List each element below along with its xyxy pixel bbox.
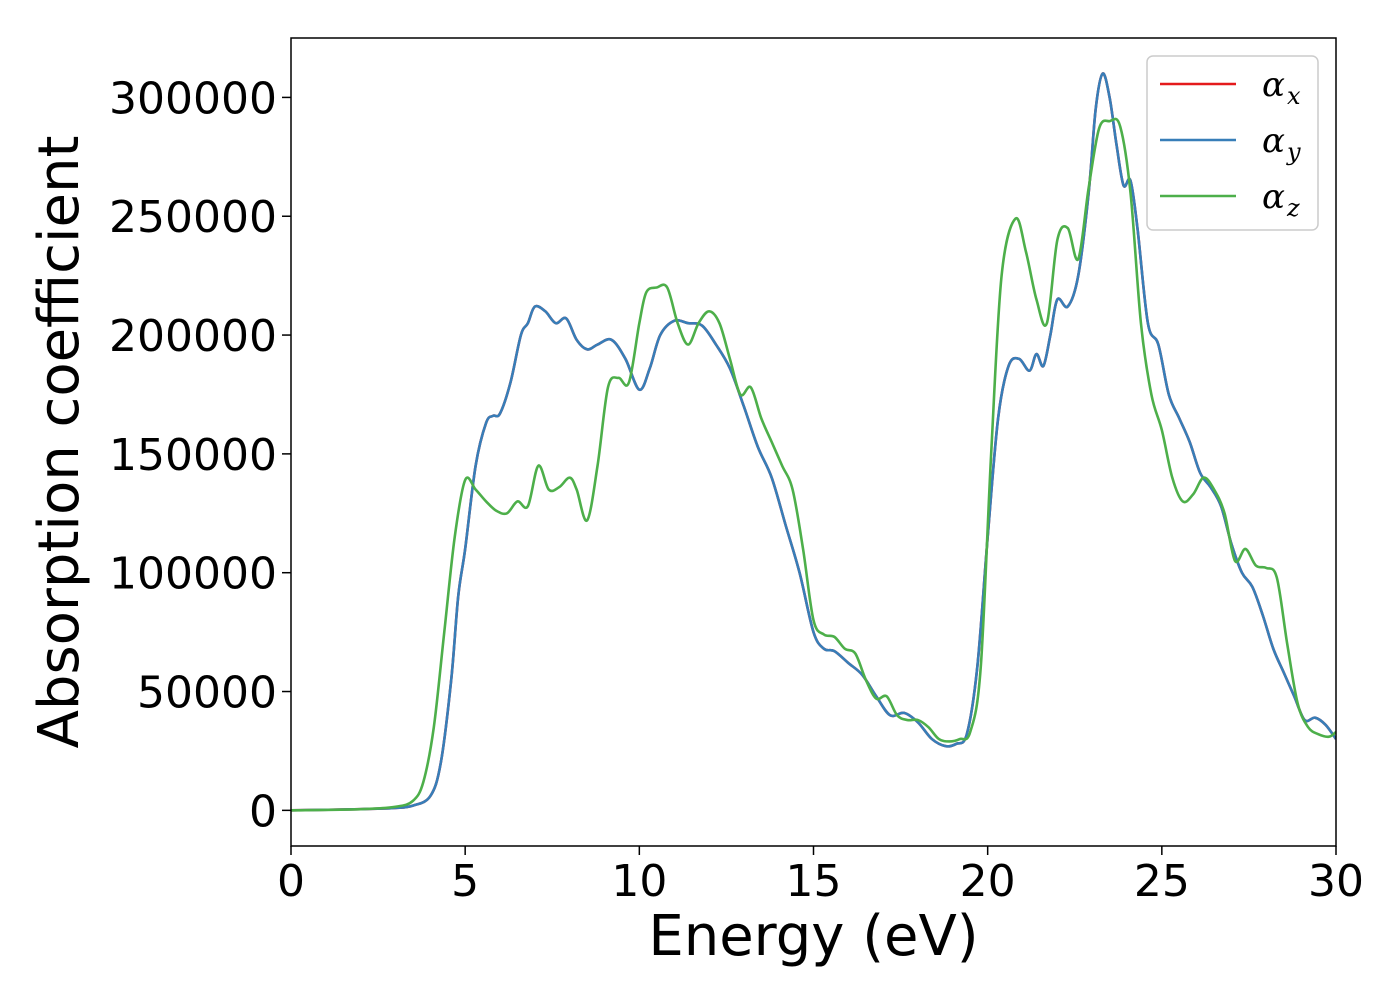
x-tick-label: 20 [960, 856, 1016, 907]
y-axis-title: Absorption coefficient [27, 136, 92, 749]
x-tick-label: 10 [611, 856, 667, 907]
legend-label-subscript: x [1287, 82, 1301, 110]
legend-label-alpha-z: αz [1262, 177, 1300, 222]
x-tick-label: 15 [786, 856, 842, 907]
legend-label-base: α [1262, 177, 1285, 217]
legend-label-subscript: y [1286, 138, 1301, 166]
x-axis-title: Energy (eV) [648, 904, 978, 969]
x-axis-ticks: 0 5 10 15 20 25 30 [277, 846, 1364, 907]
x-tick-label: 30 [1308, 856, 1364, 907]
y-tick-label: 250000 [109, 192, 277, 243]
legend-label-alpha-y: αy [1262, 121, 1301, 166]
y-tick-label: 100000 [109, 549, 277, 600]
legend-label-base: α [1262, 121, 1285, 161]
y-tick-label: 50000 [137, 668, 277, 719]
y-tick-label: 200000 [109, 311, 277, 362]
legend-label-alpha-x: αx [1262, 65, 1301, 110]
y-tick-label: 300000 [109, 73, 277, 124]
x-tick-label: 25 [1134, 856, 1190, 907]
y-axis-ticks: 0 50000 100000 150000 200000 250000 300000 [109, 73, 291, 837]
legend-label-subscript: z [1286, 194, 1300, 222]
legend-label-base: α [1262, 65, 1285, 105]
series-layer [291, 72, 1336, 812]
y-tick-label: 150000 [109, 430, 277, 481]
x-tick-label: 5 [451, 856, 479, 907]
legend-box [1146, 55, 1319, 231]
x-tick-label: 0 [277, 856, 305, 907]
series-line-alpha-z [291, 117, 1336, 812]
y-tick-label: 0 [249, 786, 277, 837]
series-line-alpha-y [291, 72, 1336, 812]
